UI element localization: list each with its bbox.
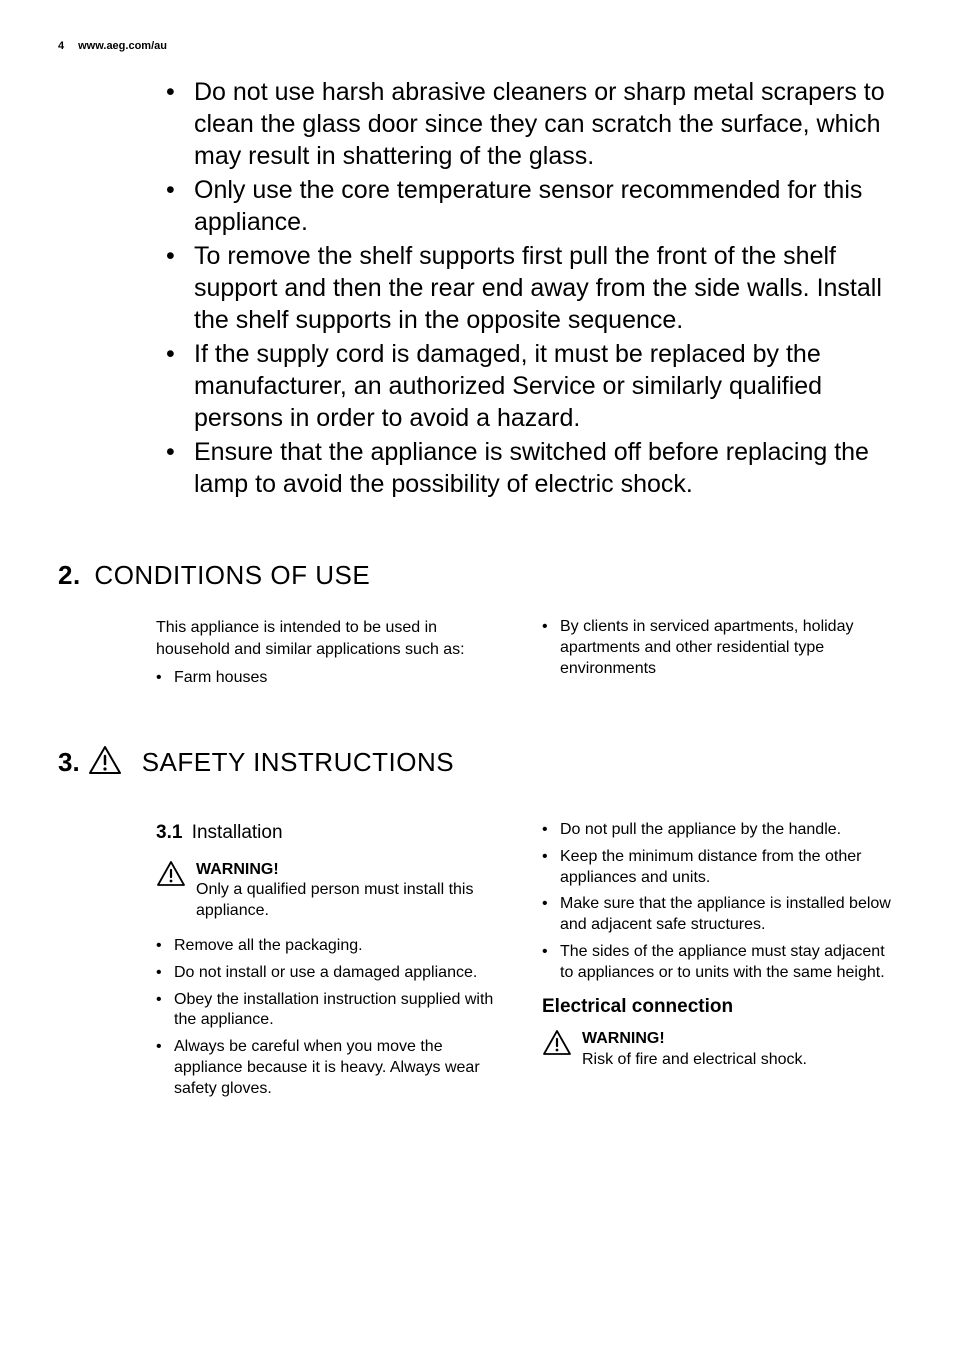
section-number: 3. [58, 747, 80, 778]
list-item: Do not use harsh abrasive cleaners or sh… [166, 76, 886, 172]
electrical-heading: Electrical connection [542, 994, 896, 1020]
section-3-left-column: 3.1 Installation WARNING! Only a qualifi… [156, 820, 510, 1106]
list-item: By clients in serviced apartments, holid… [542, 617, 896, 679]
section-2-left-list: Farm houses [156, 668, 510, 689]
list-item: Always be careful when you move the appl… [156, 1037, 510, 1099]
list-item: Farm houses [156, 668, 510, 689]
list-item: The sides of the appliance must stay adj… [542, 942, 896, 984]
section-2-right-column: By clients in serviced apartments, holid… [542, 617, 896, 695]
electrical-warning: WARNING! Risk of fire and electrical sho… [542, 1029, 896, 1071]
list-item: Ensure that the appliance is switched of… [166, 436, 886, 500]
list-item: Do not pull the appliance by the handle. [542, 820, 896, 841]
list-item: Make sure that the appliance is installe… [542, 894, 896, 936]
warning-label: WARNING! [582, 1029, 807, 1050]
warning-text: WARNING! Risk of fire and electrical sho… [582, 1029, 807, 1071]
warning-icon [156, 860, 186, 894]
warning-label: WARNING! [196, 860, 510, 881]
section-3-heading: 3. SAFETY INSTRUCTIONS [58, 745, 896, 780]
header-url: www.aeg.com/au [78, 40, 167, 52]
page-header: 4 www.aeg.com/au [58, 40, 896, 52]
subsection-3-1-heading: 3.1 Installation [156, 820, 510, 846]
section-2-left-column: This appliance is intended to be used in… [156, 617, 510, 695]
list-item: Do not install or use a damaged applianc… [156, 963, 510, 984]
section-2-right-list: By clients in serviced apartments, holid… [542, 617, 896, 679]
section-3-body: 3.1 Installation WARNING! Only a qualifi… [156, 820, 896, 1106]
section-title: CONDITIONS OF USE [94, 560, 370, 590]
section-2-intro: This appliance is intended to be used in… [156, 617, 510, 660]
warning-body: Only a qualified person must install thi… [196, 881, 473, 919]
list-item: To remove the shelf supports first pull … [166, 240, 886, 336]
list-item: Remove all the packaging. [156, 936, 510, 957]
subsection-number: 3.1 [156, 822, 182, 843]
warning-body: Risk of fire and electrical shock. [582, 1051, 807, 1068]
list-item: If the supply cord is damaged, it must b… [166, 338, 886, 434]
warning-icon [88, 745, 122, 780]
section-3-right-column: Do not pull the appliance by the handle.… [542, 820, 896, 1106]
installation-warning: WARNING! Only a qualified person must in… [156, 860, 510, 922]
section-title: SAFETY INSTRUCTIONS [142, 747, 454, 778]
installation-right-list: Do not pull the appliance by the handle.… [542, 820, 896, 984]
main-safety-bullets: Do not use harsh abrasive cleaners or sh… [166, 76, 886, 500]
list-item: Obey the installation instruction suppli… [156, 990, 510, 1032]
section-2-body: This appliance is intended to be used in… [156, 617, 896, 695]
installation-left-list: Remove all the packaging. Do not install… [156, 936, 510, 1100]
warning-text: WARNING! Only a qualified person must in… [196, 860, 510, 922]
section-2-heading: 2. CONDITIONS OF USE [58, 560, 896, 591]
warning-icon [542, 1029, 572, 1063]
list-item: Keep the minimum distance from the other… [542, 847, 896, 889]
subsection-title: Installation [192, 822, 283, 843]
page-number: 4 [58, 40, 64, 52]
section-number: 2. [58, 560, 81, 590]
list-item: Only use the core temperature sensor rec… [166, 174, 886, 238]
